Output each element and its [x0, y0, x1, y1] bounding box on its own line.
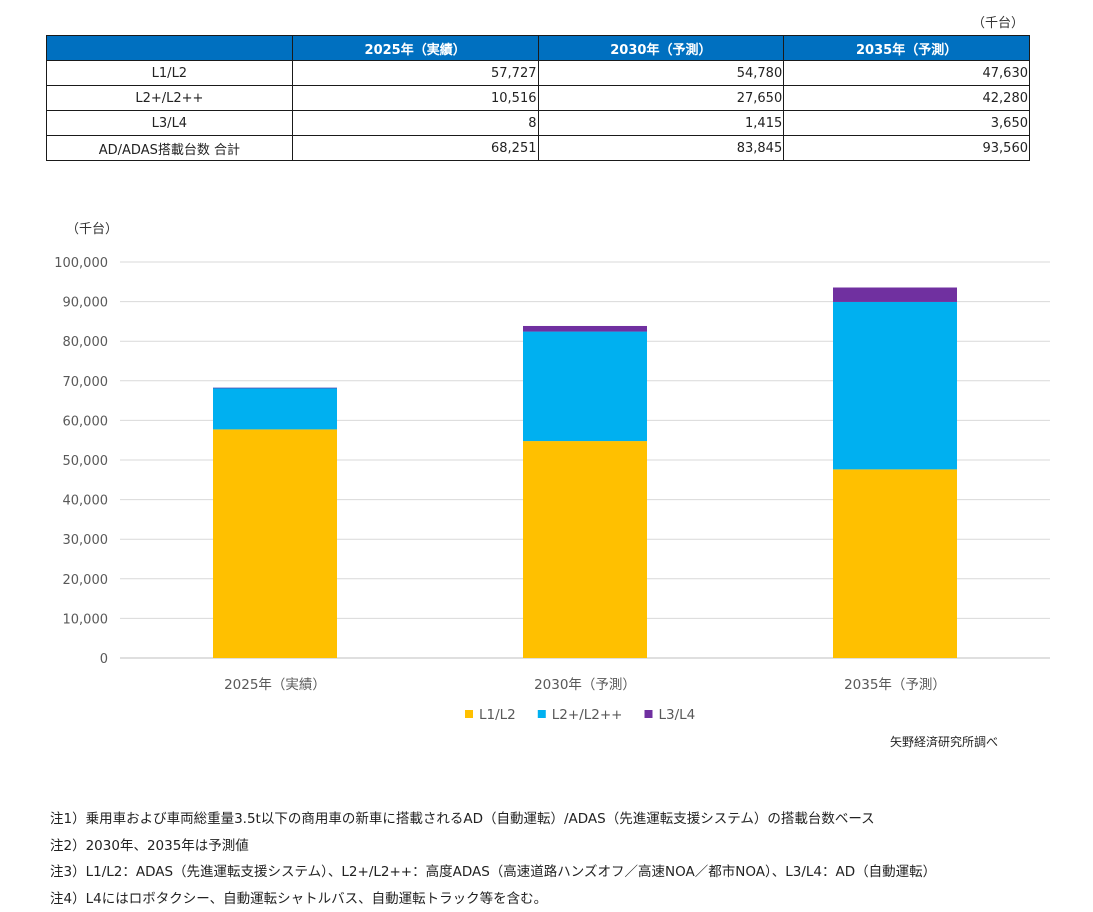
row-label: L3/L4: [47, 111, 293, 136]
table-cell: 47,630: [784, 61, 1030, 86]
table-cell: 1,415: [538, 111, 784, 136]
y-tick-label: 60,000: [63, 414, 109, 429]
x-tick-label: 2025年（実績）: [224, 677, 326, 693]
note-line: 注4）L4にはロボタクシー、自動運転シャトルバス、自動運転トラック等を含む。: [50, 886, 936, 912]
table-cell: 8: [292, 111, 538, 136]
legend-label: L2+/L2++: [552, 707, 623, 723]
note-line: 注1）乗用車および車両総重量3.5t以下の商用車の新車に搭載されるAD（自動運転…: [50, 806, 936, 833]
bar-segment: [523, 332, 647, 441]
y-tick-label: 70,000: [63, 375, 109, 390]
bar-segment: [833, 288, 957, 302]
table-cell: 57,727: [292, 61, 538, 86]
table-header-cell: 2025年（実績）: [292, 36, 538, 61]
legend-swatch: [465, 710, 473, 718]
notes-section: 注1）乗用車および車両総重量3.5t以下の商用車の新車に搭載されるAD（自動運転…: [50, 806, 936, 912]
y-tick-label: 40,000: [63, 494, 109, 509]
table-header-cell: [47, 36, 293, 61]
y-tick-label: 20,000: [63, 573, 109, 588]
y-tick-label: 30,000: [63, 533, 109, 548]
legend-swatch: [645, 710, 653, 718]
table-header-row: 2025年（実績） 2030年（予測） 2035年（予測）: [47, 36, 1030, 61]
table-cell: 10,516: [292, 86, 538, 111]
table-row-total: AD/ADAS搭載台数 合計 68,251 83,845 93,560: [47, 136, 1030, 161]
bar-segment: [523, 326, 647, 332]
y-tick-label: 90,000: [63, 296, 109, 311]
bar-segment: [523, 441, 647, 658]
table-cell: 27,650: [538, 86, 784, 111]
legend-label: L1/L2: [479, 707, 516, 723]
table-row: L2+/L2++ 10,516 27,650 42,280: [47, 86, 1030, 111]
data-table: 2025年（実績） 2030年（予測） 2035年（予測） L1/L2 57,7…: [46, 35, 1030, 161]
x-tick-label: 2030年（予測）: [534, 677, 636, 693]
table-cell: 68,251: [292, 136, 538, 161]
table-unit-label: （千台）: [972, 12, 1024, 31]
note-line: 注3）L1/L2：ADAS（先進運転支援システム）、L2+/L2++：高度ADA…: [50, 859, 936, 886]
y-tick-label: 100,000: [54, 256, 108, 271]
row-label: AD/ADAS搭載台数 合計: [47, 136, 293, 161]
legend-swatch: [538, 710, 546, 718]
x-tick-label: 2035年（予測）: [844, 677, 946, 693]
chart-unit-label: （千台）: [66, 222, 118, 237]
y-tick-label: 50,000: [63, 454, 109, 469]
legend-label: L3/L4: [659, 707, 696, 723]
bar-segment: [833, 302, 957, 469]
bar-segment: [833, 469, 957, 658]
y-tick-label: 0: [100, 652, 108, 667]
table-header-cell: 2035年（予測）: [784, 36, 1030, 61]
stacked-bar-chart: （千台） 0 10,000 20,000 30,000 40,000 50,000 60,00…: [0, 210, 1093, 740]
table-cell: 93,560: [784, 136, 1030, 161]
row-label: L2+/L2++: [47, 86, 293, 111]
row-label: L1/L2: [47, 61, 293, 86]
bar-segment: [213, 388, 337, 430]
source-credit: 矢野経済研究所調べ: [890, 733, 998, 750]
note-line: 注2）2030年、2035年は予測値: [50, 833, 936, 860]
y-tick-label: 80,000: [63, 335, 109, 350]
bar-segment: [213, 388, 337, 389]
table-cell: 3,650: [784, 111, 1030, 136]
table-cell: 42,280: [784, 86, 1030, 111]
table-cell: 54,780: [538, 61, 784, 86]
table-row: L1/L2 57,727 54,780 47,630: [47, 61, 1030, 86]
bar-segment: [213, 429, 337, 658]
y-tick-label: 10,000: [63, 612, 109, 627]
table-cell: 83,845: [538, 136, 784, 161]
table-header-cell: 2030年（予測）: [538, 36, 784, 61]
table-row: L3/L4 8 1,415 3,650: [47, 111, 1030, 136]
